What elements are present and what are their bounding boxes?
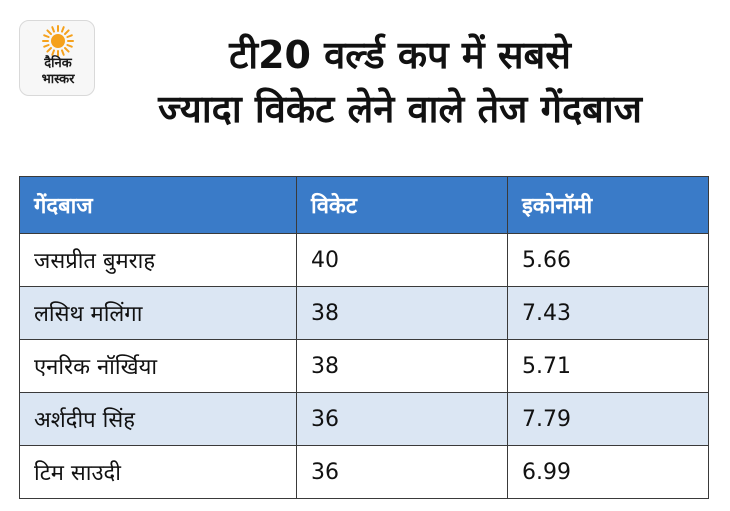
cell-wickets: 40 bbox=[296, 233, 508, 287]
brand-logo: दैनिक भास्कर bbox=[19, 20, 95, 96]
cell-wickets: 36 bbox=[296, 445, 508, 499]
table-row: जसप्रीत बुमराह 40 5.66 bbox=[19, 233, 709, 287]
table-row: अर्शदीप सिंह 36 7.79 bbox=[19, 392, 709, 446]
title-line-2: ज्यादा विकेट लेने वाले तेज गेंदबाज bbox=[158, 87, 642, 131]
logo-text-line1: दैनिक bbox=[44, 56, 72, 71]
bowlers-table: गेंदबाज विकेट इकोनॉमी जसप्रीत बुमराह 40 … bbox=[19, 176, 709, 499]
header-economy: इकोनॉमी bbox=[507, 176, 709, 234]
table-header-row: गेंदबाज विकेट इकोनॉमी bbox=[19, 176, 709, 234]
cell-wickets: 38 bbox=[296, 339, 508, 393]
table-row: टिम साउदी 36 6.99 bbox=[19, 445, 709, 499]
cell-economy: 6.99 bbox=[507, 445, 709, 499]
table-row: लसिथ मलिंगा 38 7.43 bbox=[19, 286, 709, 340]
cell-economy: 5.66 bbox=[507, 233, 709, 287]
cell-bowler: जसप्रीत बुमराह bbox=[19, 233, 297, 287]
cell-bowler: टिम साउदी bbox=[19, 445, 297, 499]
cell-economy: 5.71 bbox=[507, 339, 709, 393]
cell-bowler: अर्शदीप सिंह bbox=[19, 392, 297, 446]
page-title: टी20 वर्ल्ड कप में सबसे ज्यादा विकेट लेन… bbox=[120, 28, 680, 136]
sun-icon bbox=[42, 25, 74, 57]
cell-bowler: एनरिक नॉर्खिया bbox=[19, 339, 297, 393]
header-wickets: विकेट bbox=[296, 176, 508, 234]
table-row: एनरिक नॉर्खिया 38 5.71 bbox=[19, 339, 709, 393]
logo-text-line2: भास्कर bbox=[41, 72, 75, 87]
cell-wickets: 38 bbox=[296, 286, 508, 340]
cell-bowler: लसिथ मलिंगा bbox=[19, 286, 297, 340]
cell-economy: 7.43 bbox=[507, 286, 709, 340]
title-line-1: टी20 वर्ल्ड कप में सबसे bbox=[229, 33, 571, 77]
cell-wickets: 36 bbox=[296, 392, 508, 446]
header-bowler: गेंदबाज bbox=[19, 176, 297, 234]
cell-economy: 7.79 bbox=[507, 392, 709, 446]
